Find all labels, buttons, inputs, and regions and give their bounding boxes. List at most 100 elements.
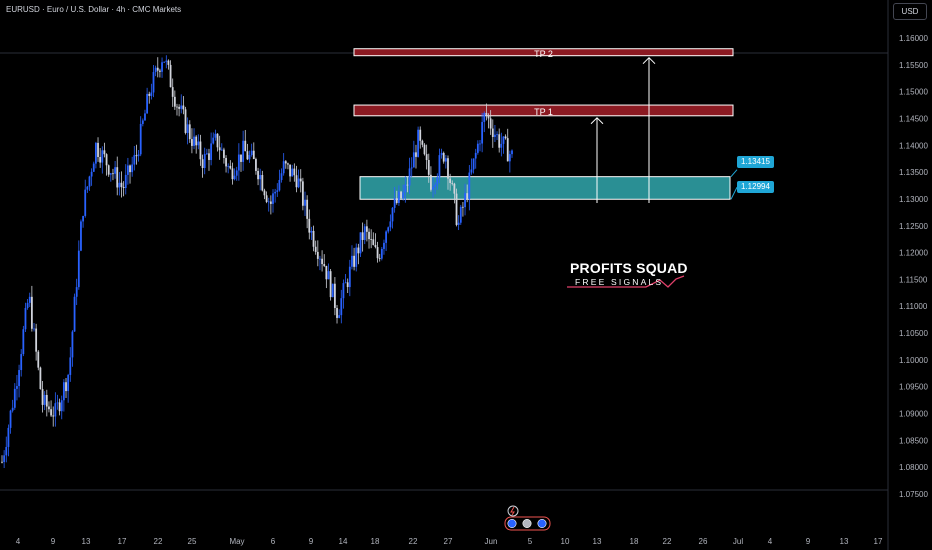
candle-body <box>474 152 477 159</box>
candle-body <box>363 226 366 240</box>
candle-body <box>417 129 420 157</box>
candle-body <box>225 157 227 167</box>
candle-body <box>67 374 70 392</box>
x-tick-label: 5 <box>528 537 533 546</box>
candle-body <box>216 133 219 148</box>
candle-body <box>13 388 16 408</box>
candle-body <box>77 250 80 288</box>
candle-body <box>118 182 121 188</box>
candle-body <box>122 187 125 189</box>
candle-body <box>210 143 213 161</box>
candle-body <box>442 152 445 162</box>
x-tick-label: 26 <box>699 537 708 546</box>
candle-body <box>376 247 379 259</box>
y-tick-label: 1.15000 <box>899 88 928 97</box>
candle-body <box>393 198 396 208</box>
x-tick-label: 18 <box>371 537 380 546</box>
candle-body <box>43 394 46 405</box>
event-flag-icon <box>507 518 517 528</box>
currency-button[interactable]: USD <box>893 3 927 20</box>
candle-body <box>438 155 441 177</box>
candle-body <box>304 199 306 206</box>
candle-body <box>444 158 447 162</box>
candle-body <box>494 134 496 137</box>
candle-body <box>1 461 3 463</box>
candle-body <box>35 328 38 352</box>
candle-body <box>291 168 294 177</box>
candle-body <box>7 427 10 447</box>
candle-body <box>20 354 23 371</box>
candle-body <box>58 402 61 412</box>
candle-body <box>263 190 266 196</box>
candle-body <box>331 283 334 298</box>
candle-body <box>372 239 375 245</box>
candle-body <box>299 178 302 182</box>
candle-body <box>92 163 95 172</box>
x-tick-label: 25 <box>188 537 197 546</box>
candle-body <box>476 143 479 153</box>
candle-body <box>129 165 131 173</box>
candle-body <box>120 182 123 188</box>
candle-body <box>144 113 146 121</box>
candle-body <box>199 141 202 160</box>
y-tick-label: 1.14500 <box>899 114 928 123</box>
candle-body <box>169 64 172 88</box>
candle-body <box>406 184 409 186</box>
candle-body <box>237 154 240 171</box>
candle-body <box>82 215 84 222</box>
candle-body <box>112 173 114 175</box>
tp1-zone <box>353 104 734 117</box>
candle-body <box>432 186 434 190</box>
candle-body <box>323 264 326 266</box>
candle-body <box>90 171 93 177</box>
candle-body <box>485 112 488 116</box>
candle-body <box>282 161 285 174</box>
candle-body <box>511 150 513 155</box>
candle-body <box>233 175 236 180</box>
candle-body <box>176 106 178 108</box>
candle-body <box>37 351 40 368</box>
candle-body <box>137 154 140 157</box>
candle-body <box>459 206 462 223</box>
candle-body <box>231 168 234 180</box>
x-tick-label: 4 <box>768 537 773 546</box>
candle-body <box>255 159 257 171</box>
candle-body <box>329 271 332 298</box>
candle-body <box>344 282 347 284</box>
candle-body <box>368 231 370 240</box>
candle-body <box>470 169 473 173</box>
x-tick-label: 10 <box>561 537 570 546</box>
candle-body <box>56 402 59 404</box>
candle-body <box>385 231 388 243</box>
candle-body <box>430 174 432 190</box>
candle-body <box>449 178 452 183</box>
candle-body <box>159 70 161 72</box>
candle-body <box>154 67 157 73</box>
x-tick-label: Jun <box>485 537 498 546</box>
event-flag-icon <box>522 518 532 528</box>
candle-body <box>197 141 200 146</box>
candle-body <box>193 136 195 146</box>
x-tick-label: 4 <box>16 537 21 546</box>
brand-watermark: PROFITS SQUAD <box>570 260 688 276</box>
candle-body <box>107 165 110 175</box>
candle-body <box>39 367 42 390</box>
candle-body <box>214 133 217 138</box>
tp2-label: TP 2 <box>534 49 553 60</box>
candle-body <box>504 136 507 139</box>
candle-body <box>131 164 134 173</box>
candle-body <box>152 72 155 93</box>
y-tick-label: 1.16000 <box>899 34 928 43</box>
candle-body <box>22 329 25 355</box>
y-tick-label: 1.09000 <box>899 410 928 419</box>
candle-body <box>139 123 142 155</box>
entry-zone <box>359 176 731 200</box>
candle-body <box>184 109 187 133</box>
candle-body <box>434 184 437 187</box>
candle-body <box>402 192 405 199</box>
event-marker-lightning <box>507 505 519 517</box>
candle-body <box>338 315 341 318</box>
candle-body <box>479 143 481 145</box>
candle-body <box>220 149 223 151</box>
